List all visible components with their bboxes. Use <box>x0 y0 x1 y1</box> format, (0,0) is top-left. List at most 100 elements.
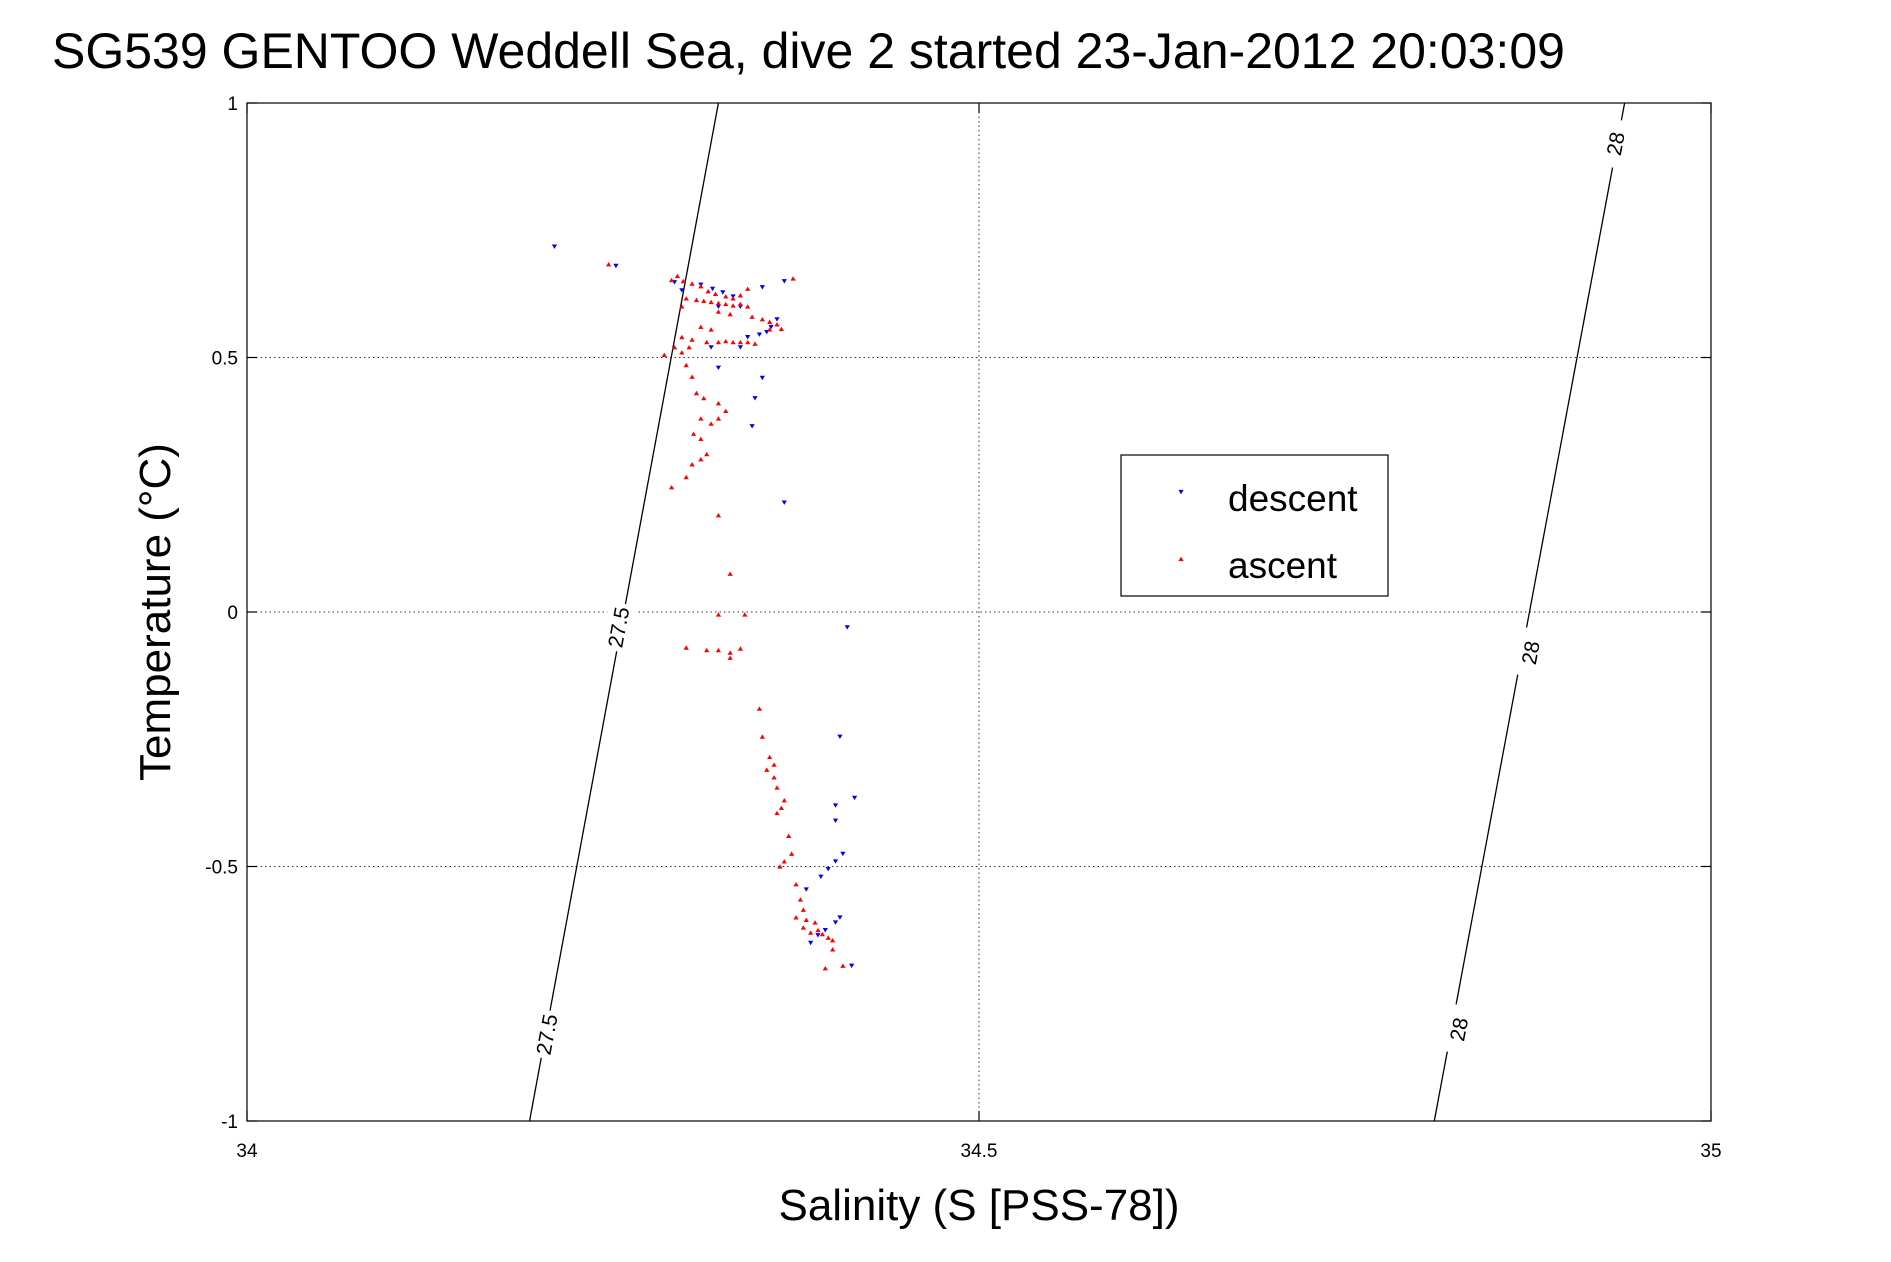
ascent-point <box>671 344 678 350</box>
y-tick-label: -0.5 <box>205 858 238 879</box>
contour-label-bg <box>528 1008 566 1061</box>
ascent-point <box>715 309 722 314</box>
ascent-point <box>730 303 736 308</box>
ascent-point <box>723 294 729 299</box>
descent-point <box>844 625 850 630</box>
legend-symbol-ascent <box>1178 556 1184 562</box>
descent-point <box>851 795 858 801</box>
grid-lines <box>247 103 1711 1121</box>
x-tick-label: 35 <box>1700 1141 1721 1162</box>
ascent-point <box>727 650 733 655</box>
ascent-point <box>752 341 758 346</box>
ascent-point <box>771 762 777 767</box>
contour-label-bg <box>600 601 637 654</box>
descent-point <box>849 963 855 969</box>
descent-point <box>815 933 821 938</box>
ascent-point <box>704 339 710 345</box>
ascent-point <box>815 927 821 933</box>
ascent-point <box>797 897 803 902</box>
ascent-point <box>786 833 792 839</box>
ascent-point <box>737 646 743 651</box>
ascent-point <box>793 881 799 887</box>
ascent-point <box>723 338 729 344</box>
ascent-point <box>683 296 689 301</box>
legend-marker-ascent <box>1178 556 1184 562</box>
ascent-point <box>822 965 828 971</box>
ascent-point <box>778 326 784 332</box>
ascent-point <box>840 963 846 968</box>
ascent-point <box>790 276 796 281</box>
ascent-point <box>698 416 704 421</box>
ascent-point <box>679 334 685 340</box>
ascent-point <box>800 925 806 930</box>
ascent-point <box>777 864 783 869</box>
descent-point <box>749 424 755 429</box>
ascent-point <box>715 647 722 653</box>
contour-label: 28 <box>1446 1016 1473 1043</box>
ascent-point <box>698 456 704 462</box>
descent-point <box>774 317 780 322</box>
ascent-point <box>825 935 831 940</box>
x-axis-label: Salinity (S [PSS-78]) <box>778 1181 1179 1230</box>
ascent-point <box>759 734 765 739</box>
descent-point <box>551 244 558 249</box>
ascent-point <box>774 322 780 327</box>
ascent-point <box>745 339 751 345</box>
ascent-point <box>745 304 751 309</box>
descent-point <box>808 940 814 946</box>
ascent-point <box>668 277 675 283</box>
ascent-point <box>771 775 777 780</box>
ascent-point <box>727 655 733 660</box>
contour-label-bg <box>1512 626 1550 679</box>
ascent-point <box>781 797 787 803</box>
ascent-point <box>689 281 695 286</box>
y-tick-labels: -1 -0.5 0 0.5 1 <box>205 94 238 1133</box>
ascent-point <box>683 645 689 650</box>
ascent-point <box>803 917 809 923</box>
ascent-point <box>830 947 836 952</box>
ascent-point <box>715 416 722 421</box>
y-axis-label: Temperature (°C) <box>131 443 180 781</box>
legend-box <box>1120 454 1389 597</box>
legend-label-ascent: ascent <box>1228 545 1338 586</box>
descent-point <box>803 887 809 892</box>
descent-point <box>759 285 765 290</box>
ascent-point <box>679 350 685 355</box>
descent-point <box>745 335 751 340</box>
x-tick-label: 34 <box>236 1141 258 1162</box>
contour-label-bg <box>1441 1003 1478 1056</box>
x-tick-label: 34.5 <box>961 1141 998 1162</box>
descent-point <box>759 375 765 381</box>
descent-point <box>781 279 787 284</box>
ascent-point <box>708 299 714 305</box>
descent-point <box>613 263 619 269</box>
ascent-point <box>767 754 773 760</box>
descent-point <box>818 874 824 880</box>
ascent-point <box>668 484 675 490</box>
contour-label: 28 <box>1518 639 1545 666</box>
ascent-point <box>764 767 770 772</box>
ascent-point <box>727 311 733 317</box>
descent-point <box>840 851 846 857</box>
descent-point <box>737 345 743 350</box>
ascent-point <box>737 293 743 298</box>
ascent-point <box>781 859 787 864</box>
ascent-point <box>679 304 685 309</box>
contour-label: 28 <box>1603 130 1630 157</box>
ascent-point <box>704 647 710 653</box>
legend-symbol-descent <box>1178 489 1184 495</box>
ascent-point <box>708 327 714 332</box>
ascent-point <box>683 362 689 368</box>
ascent-point <box>767 319 773 324</box>
ascent-point <box>683 474 689 480</box>
ascent-point <box>661 352 667 358</box>
ascent-point <box>727 571 733 576</box>
y-tick-label: 1 <box>227 94 238 115</box>
ascent-point <box>759 316 765 322</box>
ascent-point <box>689 337 695 342</box>
ascent-point <box>715 400 722 406</box>
ascent-point <box>730 296 736 301</box>
contour-label-bg <box>1597 117 1635 170</box>
descent-point <box>708 345 714 350</box>
